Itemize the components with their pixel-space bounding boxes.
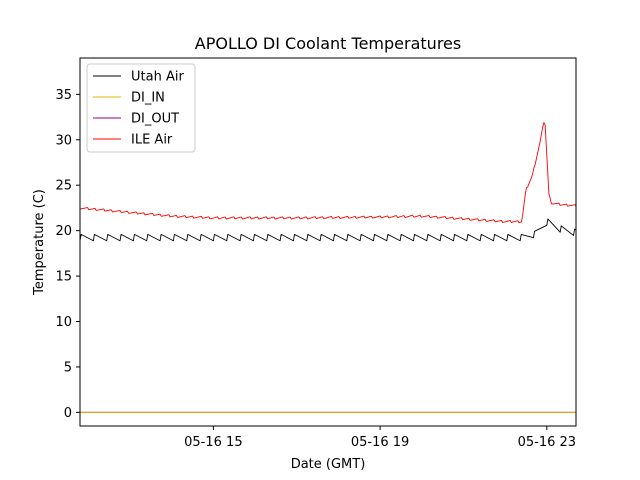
y-tick-label: 30 [55,133,72,148]
y-tick-label: 10 [55,315,72,330]
legend-label-di-out: DI_OUT [131,112,179,127]
x-tick-label: 05-16 19 [351,435,409,450]
legend: Utah Air DI_IN DI_OUT ILE Air [86,63,196,153]
y-tick-label: 5 [64,360,72,375]
legend-box [86,63,196,153]
x-tick-label: 05-16 15 [184,435,242,450]
series-line-utah-air [80,218,576,242]
x-axis-label: Date (GMT) [291,457,366,472]
series-line-ile-air [80,122,576,224]
y-tick-label: 0 [64,406,72,421]
y-tick-label: 20 [55,224,72,239]
x-tick-label: 05-16 23 [518,435,576,450]
x-axis-ticks: 05-16 15 05-16 19 05-16 23 [184,426,576,450]
y-tick-label: 35 [55,88,72,103]
legend-label-ile-air: ILE Air [131,133,173,148]
y-axis-ticks: 0 5 10 15 20 25 30 35 [55,88,80,421]
chart-title: APOLLO DI Coolant Temperatures [195,34,461,53]
legend-label-utah-air: Utah Air [131,70,184,85]
series-layer [80,122,576,413]
y-tick-label: 25 [55,179,72,194]
plot-frame [79,57,577,427]
y-axis-label: Temperature (C) [32,189,47,296]
plot-area: 0 5 10 15 20 25 30 35 05-16 15 05-16 19 05-16 23 [55,57,577,450]
y-tick-label: 15 [55,270,72,285]
legend-label-di-in: DI_IN [131,91,165,106]
